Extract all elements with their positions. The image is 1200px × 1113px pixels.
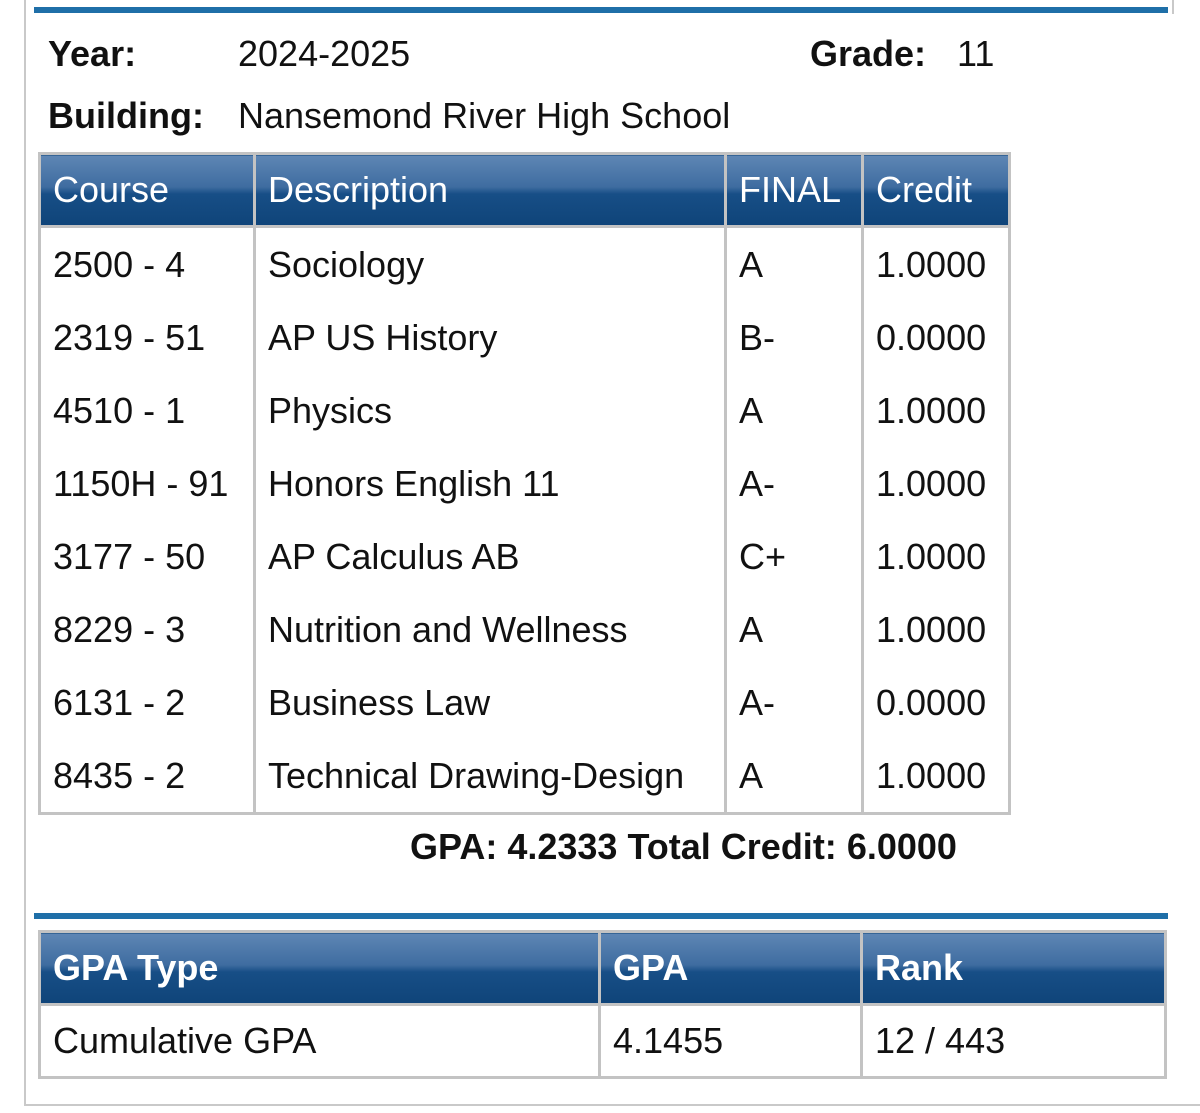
year-value: 2024-2025 [238, 33, 411, 74]
course-description: Honors English 11 [253, 447, 727, 520]
course-code: 6131 - 2 [38, 666, 256, 739]
term-totals: GPA: 4.2333 Total Credit: 6.0000 [410, 826, 957, 868]
class-rank: 12 / 443 [860, 1004, 1167, 1079]
table-row: 2500 - 4 Sociology A 1.0000 [38, 226, 1011, 301]
course-description: Physics [253, 374, 727, 447]
course-description: Sociology [253, 226, 727, 301]
course-code: 8229 - 3 [38, 593, 256, 666]
table-row: 8435 - 2 Technical Drawing-Design A 1.00… [38, 739, 1011, 815]
column-header-credit[interactable]: Credit [861, 152, 1011, 228]
gpa-value: 4.2333 [507, 826, 618, 867]
table-row: 6131 - 2 Business Law A- 0.0000 [38, 666, 1011, 739]
courses-header-row: Course Description FINAL Credit [38, 152, 1011, 228]
course-credit: 1.0000 [861, 520, 1011, 593]
course-code: 3177 - 50 [38, 520, 256, 593]
course-code: 2319 - 51 [38, 301, 256, 374]
table-row: Cumulative GPA 4.1455 12 / 443 [38, 1004, 1167, 1079]
table-row: 1150H - 91 Honors English 11 A- 1.0000 [38, 447, 1011, 520]
course-credit: 1.0000 [861, 447, 1011, 520]
gpa-label: GPA: [410, 826, 498, 867]
course-description: AP US History [253, 301, 727, 374]
column-header-gpa[interactable]: GPA [598, 930, 863, 1006]
course-code: 2500 - 4 [38, 226, 256, 301]
table-row: 2319 - 51 AP US History B- 0.0000 [38, 301, 1011, 374]
column-header-final[interactable]: FINAL [724, 152, 864, 228]
grade-label: Grade: [810, 33, 927, 74]
course-description: Business Law [253, 666, 727, 739]
course-description: Nutrition and Wellness [253, 593, 727, 666]
course-final-grade: A- [724, 666, 864, 739]
year-label: Year: [48, 33, 137, 74]
cumulative-gpa-value: 4.1455 [598, 1004, 863, 1079]
course-final-grade: A- [724, 447, 864, 520]
course-credit: 1.0000 [861, 374, 1011, 447]
section-divider [34, 913, 1168, 919]
gpa-rank-table: GPA Type GPA Rank Cumulative GPA 4.1455 … [38, 930, 1167, 1079]
building-value: Nansemond River High School [238, 95, 731, 136]
building-label: Building: [48, 95, 204, 136]
grade-value: 11 [957, 33, 995, 74]
course-credit: 1.0000 [861, 226, 1011, 301]
column-header-course[interactable]: Course [38, 152, 256, 228]
courses-table: Course Description FINAL Credit 2500 - 4… [38, 152, 1011, 815]
column-header-gpa-type[interactable]: GPA Type [38, 930, 601, 1006]
course-final-grade: C+ [724, 520, 864, 593]
top-divider [34, 7, 1168, 13]
course-code: 4510 - 1 [38, 374, 256, 447]
course-credit: 1.0000 [861, 593, 1011, 666]
course-credit: 0.0000 [861, 666, 1011, 739]
course-description: AP Calculus AB [253, 520, 727, 593]
frame-right-border [1172, 0, 1174, 14]
course-credit: 0.0000 [861, 301, 1011, 374]
course-final-grade: A [724, 374, 864, 447]
frame-bottom-border [24, 1104, 1200, 1106]
course-final-grade: A [724, 593, 864, 666]
course-final-grade: B- [724, 301, 864, 374]
table-row: 4510 - 1 Physics A 1.0000 [38, 374, 1011, 447]
course-credit: 1.0000 [861, 739, 1011, 815]
column-header-description[interactable]: Description [253, 152, 727, 228]
course-final-grade: A [724, 226, 864, 301]
gpa-type: Cumulative GPA [38, 1004, 601, 1079]
course-description: Technical Drawing-Design [253, 739, 727, 815]
table-row: 8229 - 3 Nutrition and Wellness A 1.0000 [38, 593, 1011, 666]
gpa-header-row: GPA Type GPA Rank [38, 930, 1167, 1006]
frame-left-border [24, 0, 26, 1105]
course-code: 8435 - 2 [38, 739, 256, 815]
total-credit-value: 6.0000 [846, 826, 957, 867]
column-header-rank[interactable]: Rank [860, 930, 1167, 1006]
course-final-grade: A [724, 739, 864, 815]
course-code: 1150H - 91 [38, 447, 256, 520]
table-row: 3177 - 50 AP Calculus AB C+ 1.0000 [38, 520, 1011, 593]
total-credit-label: Total Credit: [627, 826, 837, 867]
